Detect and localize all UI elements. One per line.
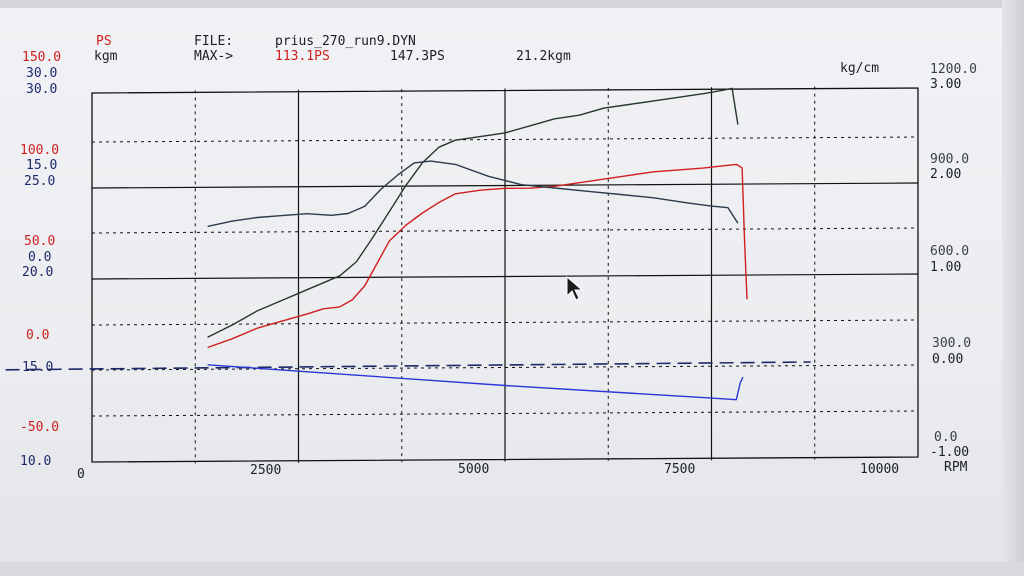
plot-frame [91, 87, 919, 463]
file-name: prius_270_run9.DYN [275, 34, 416, 49]
ps-unit-label: PS [96, 34, 112, 49]
left-tick-third-30: 30.0 [26, 82, 58, 97]
x-tick-7500: 7500 [664, 462, 696, 477]
left-tick-third-15: 15.0 [22, 360, 54, 375]
right-axis-unit: kg/cm [840, 61, 880, 76]
grid-hline [91, 410, 919, 417]
x-tick-5000: 5000 [458, 462, 490, 477]
max-ps-red: 113.1PS [275, 49, 330, 64]
x-axis-unit: RPM [944, 460, 968, 475]
x-tick-10000: 10000 [860, 462, 900, 477]
right-tick-outer-900: 900.0 [930, 152, 970, 167]
x-tick-0: 0 [77, 467, 85, 482]
chart-curves [0, 87, 811, 401]
right-tick-outer-1200: 1200.0 [930, 62, 977, 77]
series-line-green [207, 87, 739, 338]
right-tick-outer-600: 600.0 [930, 244, 970, 259]
max-ps: 147.3PS [390, 49, 445, 64]
grid-hline [91, 364, 919, 371]
file-label: FILE: [194, 34, 234, 49]
x-tick-2500: 2500 [250, 463, 282, 478]
left-tick-third-10: 10.0 [20, 454, 52, 469]
left-tick-kgm-0: 0.0 [28, 250, 52, 265]
grid-hline [91, 136, 919, 143]
monitor-bezel-top [0, 0, 1024, 8]
right-tick-inner-neg1: -1.00 [930, 445, 970, 460]
left-tick-kgm-15: 15.0 [26, 158, 58, 173]
chart-grid [91, 86, 919, 464]
grid-hline [91, 273, 919, 280]
left-tick-third-20: 20.0 [22, 265, 54, 280]
right-tick-outer-0: 0.0 [934, 430, 958, 445]
kgm-unit-label: kgm [94, 49, 118, 64]
max-label: MAX-> [194, 49, 234, 64]
right-tick-inner-0: 0.00 [932, 352, 964, 367]
monitor-bezel-right [1002, 0, 1024, 576]
monitor-bezel-bottom [0, 562, 1024, 576]
series-line-navy [0, 361, 811, 371]
left-tick-ps-150: 150.0 [22, 50, 62, 65]
grid-hline [91, 182, 919, 189]
left-tick-ps-neg50: -50.0 [20, 420, 60, 435]
series-line-red [207, 163, 748, 349]
right-tick-inner-1: 1.00 [930, 260, 962, 275]
series-line-slate [207, 160, 739, 228]
series-line-blue [207, 364, 744, 401]
left-tick-third-25: 25.0 [24, 174, 56, 189]
left-tick-ps-100: 100.0 [20, 143, 60, 158]
left-tick-ps-50: 50.0 [24, 234, 56, 249]
right-tick-inner-2: 2.00 [930, 167, 962, 182]
left-tick-kgm-30: 30.0 [26, 66, 58, 81]
max-torque: 21.2kgm [516, 49, 571, 64]
grid-hline [91, 319, 919, 326]
right-tick-inner-3: 3.00 [930, 77, 962, 92]
grid-hline [91, 227, 919, 234]
left-tick-ps-0: 0.0 [26, 328, 50, 343]
right-tick-outer-300: 300.0 [932, 336, 972, 351]
